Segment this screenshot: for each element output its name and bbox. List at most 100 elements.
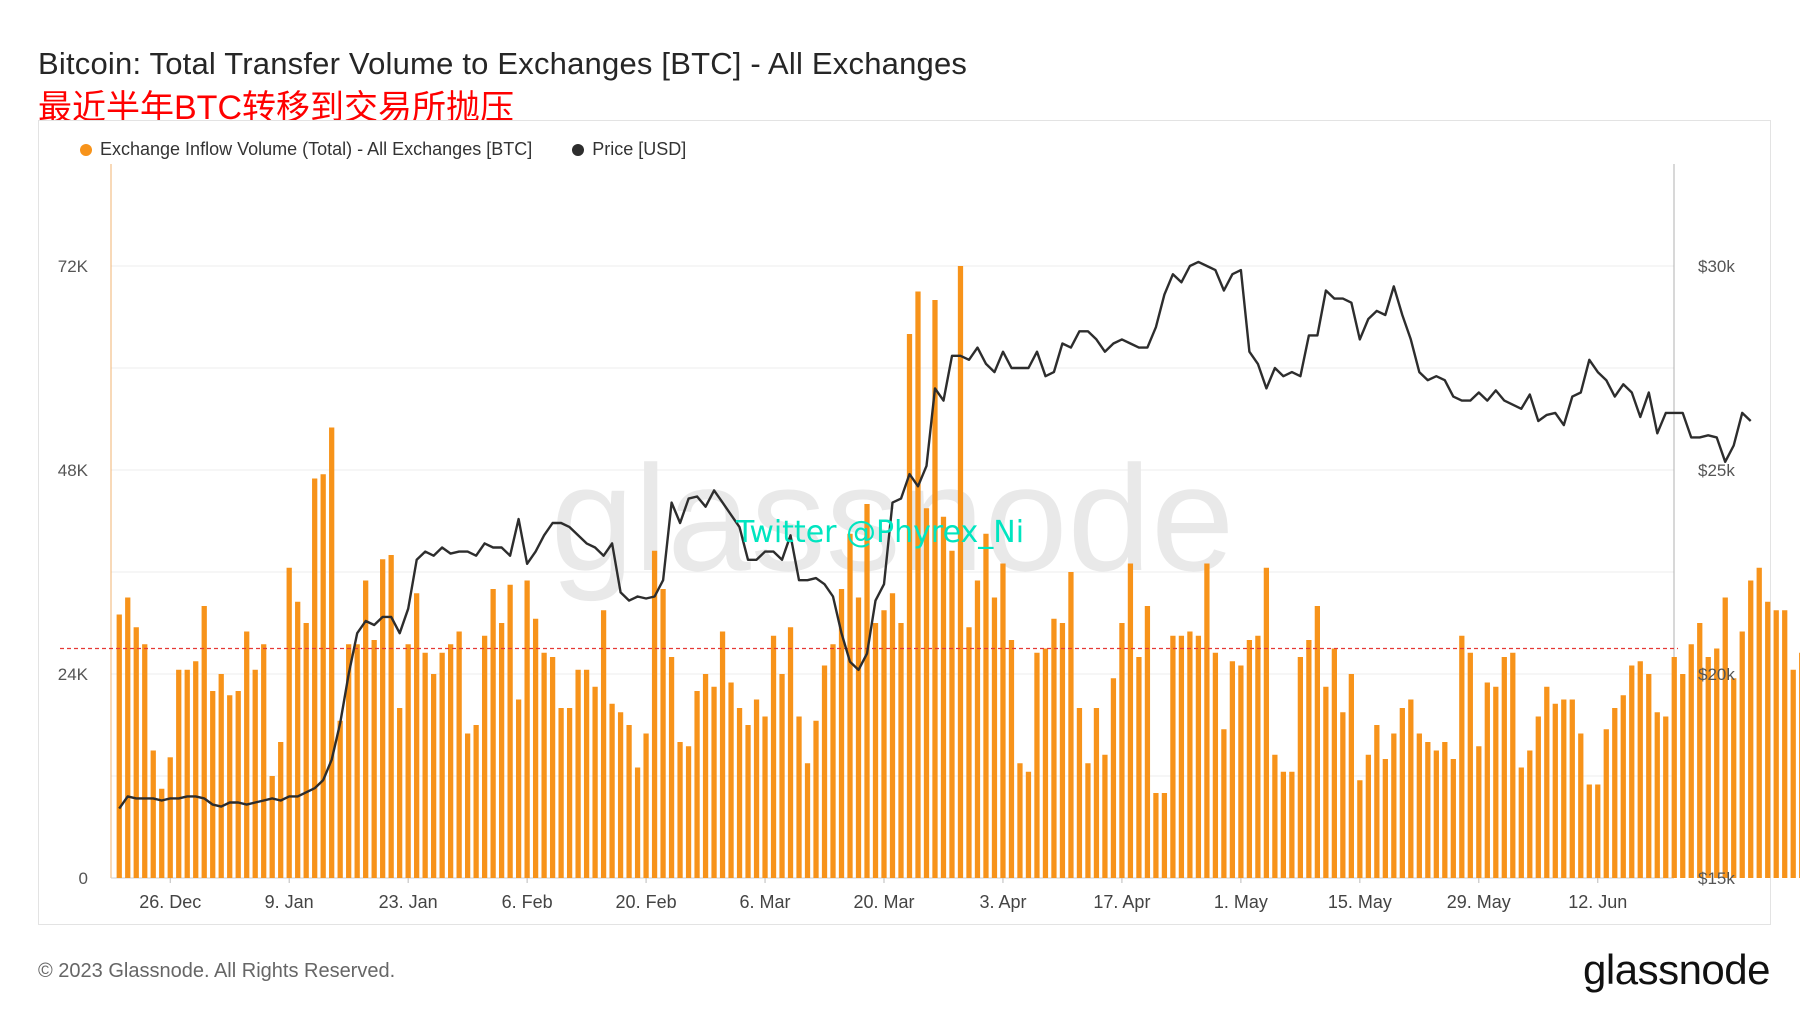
inflow-bar [1187, 631, 1193, 878]
inflow-bar [1416, 733, 1422, 878]
inflow-bar [787, 627, 794, 878]
inflow-bar [1399, 708, 1405, 878]
inflow-bar [583, 669, 590, 878]
inflow-bar [201, 606, 207, 878]
inflow-bar [1739, 631, 1745, 878]
inflow-bar [830, 644, 836, 878]
inflow-bar [872, 623, 879, 878]
inflow-bar [1068, 572, 1074, 878]
inflow-bar [1008, 640, 1015, 878]
inflow-bar [983, 533, 989, 878]
inflow-bar [371, 640, 377, 878]
inflow-bar [1365, 754, 1371, 878]
inflow-bar [1017, 763, 1023, 878]
legend-item-price[interactable]: Price [USD] [572, 139, 686, 160]
inflow-bar [1586, 784, 1592, 878]
inflow-bar [1467, 652, 1473, 878]
x-tick-label: 12. Jun [1568, 892, 1627, 912]
inflow-bar [1221, 729, 1227, 878]
price-line [118, 260, 1752, 810]
inflow-bar [380, 559, 386, 878]
inflow-bar [142, 644, 148, 878]
legend-item-inflow[interactable]: Exchange Inflow Volume (Total) - All Exc… [80, 139, 532, 160]
inflow-bar [1501, 657, 1507, 878]
inflow-bar [515, 699, 522, 878]
inflow-bar [1620, 695, 1626, 878]
inflow-bar [1034, 652, 1040, 878]
inflow-bar [1544, 686, 1550, 878]
legend-label-inflow: Exchange Inflow Volume (Total) - All Exc… [100, 139, 533, 159]
inflow-bar [643, 733, 649, 878]
inflow-bar [1144, 606, 1151, 878]
inflow-bar [354, 644, 360, 878]
inflow-bar [1025, 771, 1032, 878]
inflow-bar [218, 674, 224, 878]
inflow-bar [864, 504, 870, 878]
inflow-bar [838, 589, 845, 878]
chart-title: Bitcoin: Total Transfer Volume to Exchan… [38, 46, 968, 81]
inflow-bar [1646, 674, 1652, 878]
inflow-bar [133, 627, 139, 878]
inflow-bar [1722, 597, 1728, 878]
inflow-bar [626, 725, 632, 878]
inflow-bar [397, 708, 403, 878]
inflow-bar [1289, 771, 1295, 878]
y-left-tick-label: 72K [58, 257, 89, 276]
inflow-bar [1459, 635, 1465, 878]
inflow-bar [286, 567, 292, 878]
x-tick-label: 23. Jan [379, 892, 438, 912]
inflow-bar [1263, 567, 1270, 878]
inflow-bar [235, 691, 241, 878]
inflow-bar [694, 691, 700, 878]
inflow-bar [1612, 708, 1618, 878]
inflow-bar [498, 623, 505, 878]
inflow-bar [1782, 610, 1788, 878]
inflow-bar [1391, 733, 1397, 878]
inflow-bar [575, 669, 581, 878]
inflow-bar [753, 699, 760, 878]
inflow-bar [1561, 699, 1567, 878]
inflow-bar [1331, 648, 1337, 878]
inflow-bar [422, 652, 428, 878]
inflow-bar [1212, 652, 1219, 878]
inflow-bar [295, 601, 301, 878]
inflow-bar [821, 665, 828, 878]
inflow-bar [541, 652, 547, 878]
inflow-bar [779, 674, 785, 878]
inflow-bar [278, 742, 284, 878]
inflow-bar [592, 686, 598, 878]
inflow-bar [1238, 665, 1244, 878]
inflow-bar [1527, 750, 1533, 878]
inflow-bar [1314, 606, 1320, 878]
inflow-bar [1705, 657, 1711, 878]
inflow-bar [1357, 780, 1363, 878]
inflow-bar [1255, 635, 1261, 878]
inflow-bar [736, 708, 743, 878]
inflow-bar [651, 550, 658, 878]
inflow-bar [991, 597, 998, 878]
x-tick-label: 1. May [1214, 892, 1268, 912]
inflow-bar [558, 708, 564, 878]
inflow-bar [1059, 623, 1066, 878]
inflow-bar [167, 757, 173, 878]
inflow-bar [1110, 678, 1117, 878]
inflow-bar [1000, 563, 1006, 878]
x-tick-label: 6. Feb [502, 892, 553, 912]
inflow-bar [762, 716, 768, 878]
inflow-bar [1195, 635, 1202, 878]
glassnode-logo: glassnode [1583, 946, 1770, 993]
inflow-bar [1654, 712, 1660, 878]
y-left-tick-label: 24K [58, 665, 89, 684]
inflow-bar [1272, 754, 1278, 878]
inflow-bar [634, 767, 641, 878]
inflow-bar [261, 644, 267, 878]
inflow-bar [414, 593, 420, 878]
inflow-bar [966, 627, 972, 878]
inflow-bar [1051, 618, 1057, 878]
y-right-tick-label: $20k [1698, 665, 1735, 684]
inflow-bar [1136, 657, 1142, 878]
inflow-bar [677, 742, 683, 878]
inflow-bar [1153, 793, 1159, 878]
inflow-bar [320, 474, 326, 878]
inflow-bar [549, 657, 556, 878]
